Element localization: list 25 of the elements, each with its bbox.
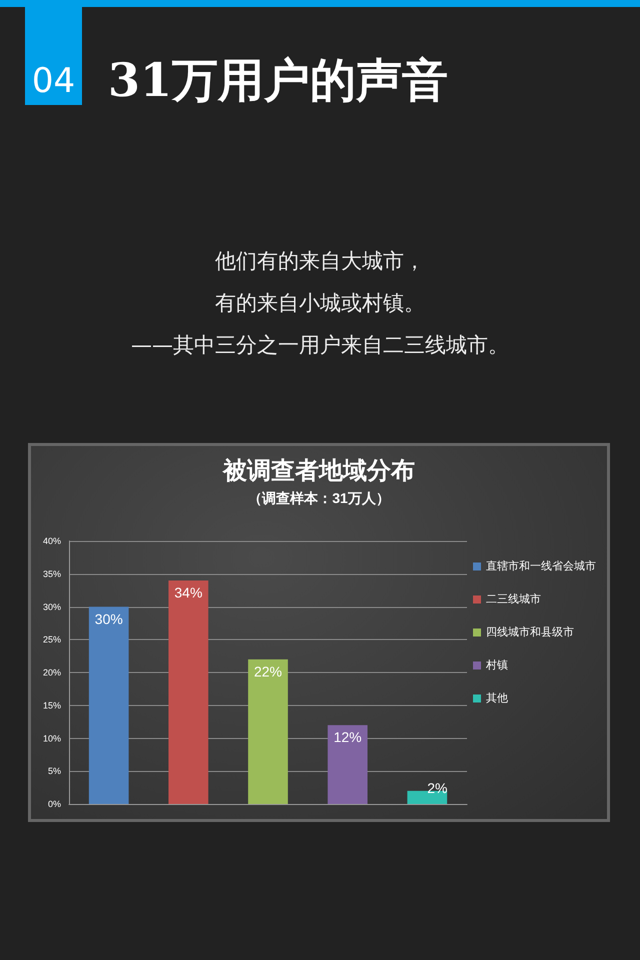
y-tick-label: 10% bbox=[42, 733, 61, 744]
chart-title: 被调查者地域分布 bbox=[222, 458, 415, 484]
y-tick-label: 25% bbox=[42, 634, 61, 645]
chart-subtitle: （调查样本：31万人） bbox=[248, 490, 390, 506]
text: 有的来自小城或村镇。 bbox=[214, 290, 426, 317]
data-label: 22% bbox=[254, 663, 282, 680]
legend-label: 二三线城市 bbox=[486, 592, 541, 606]
y-tick-label: 20% bbox=[42, 668, 61, 678]
text: 他们有的来自大城市， bbox=[214, 248, 426, 275]
legend-label: 四线城市和县级市 bbox=[486, 626, 574, 638]
y-tick-label: 40% bbox=[42, 536, 61, 546]
y-tick-label: 35% bbox=[42, 568, 61, 579]
y-tick-label: 5% bbox=[48, 766, 61, 776]
text: ——其中三分之一用户来自二三线城市。 bbox=[130, 332, 510, 359]
legend-label: 村镇 bbox=[485, 658, 508, 672]
legend-label: 直辖市和一线省会城市 bbox=[486, 560, 596, 572]
data-label: 30% bbox=[94, 610, 123, 627]
y-tick-label: 15% bbox=[42, 700, 61, 710]
text: 04 bbox=[25, 0, 82, 105]
data-label: 34% bbox=[174, 584, 202, 600]
legend-label: 其他 bbox=[486, 692, 508, 704]
text: 31万用户的声音 bbox=[108, 52, 448, 109]
y-tick-label: 30% bbox=[42, 602, 61, 612]
data-label: 12% bbox=[334, 729, 362, 746]
y-tick-label: 0% bbox=[48, 799, 61, 809]
